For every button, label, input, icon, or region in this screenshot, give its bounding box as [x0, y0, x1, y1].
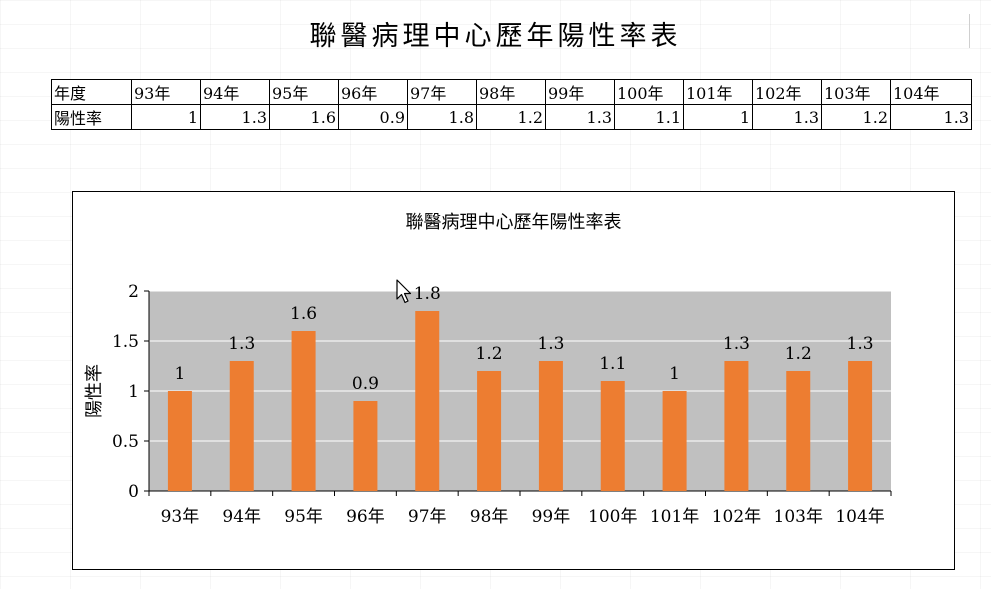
year-cell[interactable]: 94年 [200, 79, 270, 105]
year-cell[interactable]: 98年 [476, 79, 546, 105]
value-cell[interactable]: 1.3 [200, 104, 270, 130]
value-cell[interactable]: 1.2 [821, 104, 891, 130]
data-label: 1 [175, 364, 186, 384]
value-cell[interactable]: 1.8 [407, 104, 477, 130]
value-cell[interactable]: 1 [683, 104, 753, 130]
page-title: 聯醫病理中心歷年陽性率表 [309, 21, 682, 52]
bar [786, 371, 811, 491]
data-label: 0.9 [352, 374, 379, 394]
data-label: 1.3 [847, 334, 874, 354]
year-cell[interactable]: 97年 [407, 79, 477, 105]
x-tick-label: 100年 [588, 507, 637, 527]
bar [291, 331, 316, 491]
table-header-row: 年度 93年 94年 95年 96年 97年 98年 99年 100年 101年… [51, 79, 972, 105]
x-tick-label: 97年 [408, 507, 447, 527]
bar [538, 361, 563, 491]
year-cell[interactable]: 99年 [545, 79, 615, 105]
y-tick-label: 1 [128, 382, 139, 402]
bar-chart: 聯醫病理中心歷年陽性率表 0 0.5 1 1.5 2 陽性率 1 93年 1.3 94年 1.6 95年… [84, 212, 892, 527]
x-tick-label: 98年 [470, 507, 509, 527]
year-cell[interactable]: 96年 [338, 79, 408, 105]
header-label-cell[interactable]: 年度 [51, 79, 132, 105]
value-cell[interactable]: 1.6 [269, 104, 339, 130]
data-label: 1.6 [290, 304, 317, 324]
year-cell[interactable]: 104年 [890, 79, 972, 105]
x-tick-label: 104年 [835, 507, 884, 527]
bar [662, 391, 687, 491]
y-tick-label: 1.5 [112, 332, 139, 352]
row-label-cell[interactable]: 陽性率 [51, 104, 132, 130]
value-cell[interactable]: 1.3 [545, 104, 615, 130]
table-value-row: 陽性率 1 1.3 1.6 0.9 1.8 1.2 1.3 1.1 1 1.3 … [51, 104, 972, 130]
data-label: 1.3 [537, 334, 564, 354]
year-cell[interactable]: 100年 [614, 79, 684, 105]
bar [477, 371, 502, 491]
x-tick-label: 95年 [284, 507, 323, 527]
x-tick-label: 102年 [712, 507, 761, 527]
data-label: 1.8 [414, 284, 441, 304]
x-tick-label: 94年 [222, 507, 261, 527]
y-tick-label: 0.5 [112, 432, 139, 452]
value-cell[interactable]: 1.3 [752, 104, 822, 130]
bar [848, 361, 873, 491]
bar [167, 391, 192, 491]
bar [724, 361, 749, 491]
chart-title: 聯醫病理中心歷年陽性率表 [406, 212, 622, 233]
data-label: 1.3 [228, 334, 255, 354]
value-cell[interactable]: 1 [131, 104, 201, 130]
value-cell[interactable]: 1.2 [476, 104, 546, 130]
bar [600, 381, 625, 491]
y-axis-label: 陽性率 [84, 364, 105, 418]
value-cell[interactable]: 1.1 [614, 104, 684, 130]
value-cell[interactable]: 1.3 [890, 104, 972, 130]
bar [353, 401, 378, 491]
y-tick-label: 2 [128, 282, 139, 302]
x-tick-label: 93年 [161, 507, 200, 527]
value-cell[interactable]: 0.9 [338, 104, 408, 130]
chart-container[interactable]: 聯醫病理中心歷年陽性率表 0 0.5 1 1.5 2 陽性率 1 93年 1.3 94年 1.6 95年… [72, 191, 955, 570]
y-tick-label: 0 [128, 482, 139, 502]
x-tick-label: 101年 [650, 507, 699, 527]
data-label: 1.2 [785, 344, 812, 364]
data-label: 1.3 [723, 334, 750, 354]
bar [415, 311, 440, 491]
x-tick-label: 96年 [346, 507, 385, 527]
year-cell[interactable]: 103年 [821, 79, 891, 105]
year-cell[interactable]: 93年 [131, 79, 201, 105]
x-tick-label: 103年 [774, 507, 823, 527]
mouse-cursor-icon [396, 279, 412, 304]
column-divider [969, 14, 970, 48]
data-label: 1 [669, 364, 680, 384]
bar [229, 361, 254, 491]
year-cell[interactable]: 95年 [269, 79, 339, 105]
data-label: 1.1 [599, 354, 626, 374]
data-table: 年度 93年 94年 95年 96年 97年 98年 99年 100年 101年… [51, 79, 972, 130]
year-cell[interactable]: 102年 [752, 79, 822, 105]
data-label: 1.2 [476, 344, 503, 364]
x-tick-label: 99年 [532, 507, 571, 527]
year-cell[interactable]: 101年 [683, 79, 753, 105]
